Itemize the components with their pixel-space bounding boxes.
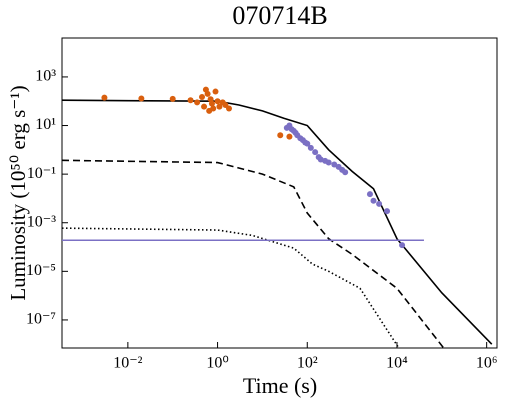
x-tick-label: 10⁻² — [113, 355, 142, 372]
data-point — [216, 103, 223, 110]
model-line — [61, 227, 400, 349]
data-point — [366, 191, 373, 198]
data-point — [376, 200, 383, 207]
data-point — [312, 149, 319, 156]
data-point — [325, 159, 332, 166]
model-line — [61, 159, 445, 349]
x-tick-label: 10² — [297, 355, 318, 372]
data-point — [212, 88, 219, 95]
y-tick-label: 10⁻³ — [27, 213, 56, 230]
data-point — [208, 100, 215, 107]
data-point — [399, 242, 406, 249]
data-point — [277, 132, 284, 139]
data-point — [370, 197, 377, 204]
data-point — [304, 140, 311, 147]
y-tick-label: 10⁻⁷ — [26, 311, 56, 328]
data-point — [214, 98, 221, 105]
x-axis-label: Time (s) — [243, 373, 317, 398]
y-tick-label: 10¹ — [35, 116, 56, 133]
y-tick-label: 10⁻⁵ — [26, 262, 56, 279]
y-tick-label: 10³ — [35, 68, 56, 85]
y-tick-label: 10⁻¹ — [27, 165, 56, 182]
x-tick-label: 10⁰ — [206, 355, 228, 372]
data-point — [342, 169, 349, 176]
chart-title: 070714B — [232, 1, 327, 30]
data-point — [138, 95, 145, 102]
data-point — [210, 105, 217, 112]
data-point — [384, 208, 391, 215]
data-point — [194, 99, 201, 106]
y-axis-label: Luminosity (10⁵⁰ erg s⁻¹) — [6, 85, 30, 300]
data-point — [169, 95, 176, 102]
data-point — [204, 90, 211, 97]
data-point — [199, 93, 206, 100]
data-point — [226, 105, 233, 112]
model-line — [61, 99, 493, 345]
data-point — [101, 94, 108, 101]
data-point — [286, 133, 293, 140]
plot-frame — [61, 37, 498, 349]
x-tick-label: 10⁶ — [476, 355, 498, 372]
data-point — [187, 97, 194, 104]
data-point — [307, 144, 314, 151]
data-point — [201, 103, 208, 110]
x-tick-label: 10⁴ — [386, 355, 408, 372]
